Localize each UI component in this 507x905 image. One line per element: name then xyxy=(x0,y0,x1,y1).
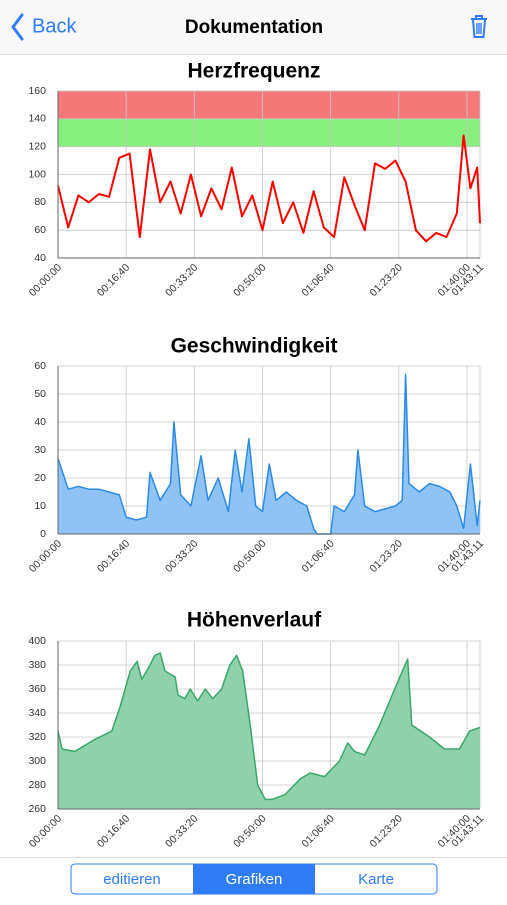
chart: Geschwindigkeit 0 10 20 30 40 50 60 00:00:00 00:1… xyxy=(27,335,487,575)
back-button[interactable]: Back xyxy=(32,15,77,37)
x-tick-label: 01:06:40 xyxy=(299,537,336,574)
data-line xyxy=(57,134,481,243)
y-tick-label: 160 xyxy=(28,85,46,97)
x-tick-label: 01:23:20 xyxy=(368,812,405,849)
y-tick-label: 60 xyxy=(34,360,46,372)
segment[interactable] xyxy=(193,864,315,894)
zone-band xyxy=(58,118,480,147)
y-tick-label: 360 xyxy=(28,683,46,695)
y-tick-label: 260 xyxy=(28,803,46,815)
area-fill xyxy=(58,653,480,809)
y-tick-label: 380 xyxy=(28,659,46,671)
area-fill xyxy=(58,374,480,534)
y-tick-label: 140 xyxy=(28,113,46,125)
back-chevron[interactable] xyxy=(11,13,24,41)
y-tick-label: 320 xyxy=(28,731,46,743)
chart-title: Höhenverlauf xyxy=(187,609,322,632)
y-tick-label: 120 xyxy=(28,140,46,152)
x-tick-label: 00:50:00 xyxy=(231,261,268,298)
chart-title: Herzfrequenz xyxy=(187,60,320,83)
segment[interactable] xyxy=(315,864,437,894)
y-tick-label: 280 xyxy=(28,779,46,791)
x-tick-label: 00:00:00 xyxy=(27,537,64,574)
trash-lines[interactable] xyxy=(476,23,482,34)
x-tick-label: 00:00:00 xyxy=(27,261,64,298)
nav-title: Dokumentation xyxy=(185,17,323,38)
x-tick-label: 01:23:20 xyxy=(368,537,405,574)
y-tick-label: 400 xyxy=(28,635,46,647)
zone-band xyxy=(58,91,480,119)
segment-label[interactable]: Grafiken xyxy=(226,871,283,888)
y-tick-label: 80 xyxy=(34,196,46,208)
y-tick-label: 0 xyxy=(40,528,46,540)
x-tick-label: 00:16:40 xyxy=(95,537,132,574)
x-tick-label: 00:33:20 xyxy=(163,537,200,574)
y-tick-label: 40 xyxy=(34,416,46,428)
y-tick-label: 20 xyxy=(34,472,46,484)
x-tick-label: 01:06:40 xyxy=(299,812,336,849)
x-tick-label: 00:33:20 xyxy=(163,812,200,849)
segment[interactable] xyxy=(71,864,193,894)
data-line xyxy=(57,373,481,535)
trash-button[interactable] xyxy=(471,15,487,38)
y-tick-label: 10 xyxy=(34,500,46,512)
x-tick-label: 00:33:20 xyxy=(163,261,200,298)
y-tick-label: 40 xyxy=(34,252,46,264)
segment-border xyxy=(70,863,438,895)
segment-label[interactable]: editieren xyxy=(103,871,161,888)
chart-title: Geschwindigkeit xyxy=(171,335,338,358)
x-tick-label: 00:50:00 xyxy=(231,812,268,849)
x-tick-label: 01:06:40 xyxy=(299,261,336,298)
nav-bar xyxy=(0,0,507,54)
x-tick-label: 00:50:00 xyxy=(231,537,268,574)
chart: Höhenverlauf 260 280 300 320 340 360 380 400 00:0… xyxy=(27,609,487,850)
data-line xyxy=(57,652,481,801)
segment-label[interactable]: Karte xyxy=(358,871,394,888)
y-tick-label: 300 xyxy=(28,755,46,767)
x-tick-label: 00:16:40 xyxy=(95,812,132,849)
x-tick-label: 01:23:20 xyxy=(368,261,405,298)
y-tick-label: 100 xyxy=(28,168,46,180)
x-tick-label: 00:16:40 xyxy=(95,261,132,298)
y-tick-label: 340 xyxy=(28,707,46,719)
y-tick-label: 60 xyxy=(34,224,46,236)
chart: Herzfrequenz 40 60 80 100 120 140 160 00:00:00 00… xyxy=(27,60,487,299)
trash-icon[interactable] xyxy=(471,15,487,38)
y-tick-label: 50 xyxy=(34,388,46,400)
segmented-control: editieren Grafiken Karte xyxy=(70,863,438,895)
x-tick-label: 00:00:00 xyxy=(27,812,64,849)
y-tick-label: 30 xyxy=(34,444,46,456)
